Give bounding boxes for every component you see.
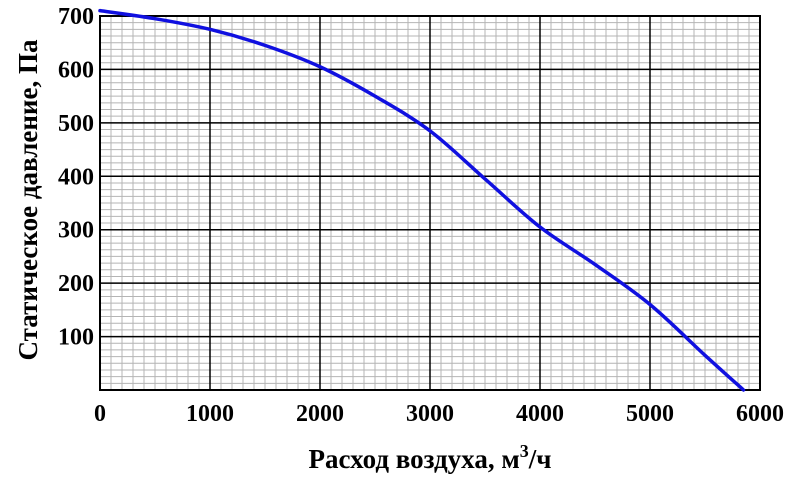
x-axis-title: Расход воздуха, м3/ч bbox=[309, 441, 552, 474]
x-tick-label: 3000 bbox=[406, 401, 454, 427]
y-tick-label: 100 bbox=[58, 325, 94, 351]
x-tick-label: 0 bbox=[94, 401, 106, 427]
x-tick-label: 5000 bbox=[626, 401, 674, 427]
y-tick-label: 400 bbox=[58, 164, 94, 190]
y-tick-label: 200 bbox=[58, 271, 94, 297]
y-tick-label: 500 bbox=[58, 111, 94, 137]
x-tick-label: 4000 bbox=[516, 401, 564, 427]
y-tick-labels: 100 200 300 400 500 600 700 bbox=[58, 4, 94, 351]
y-tick-label: 700 bbox=[58, 4, 94, 30]
y-axis-title: Статическое давление, Па bbox=[13, 39, 43, 360]
y-tick-label: 300 bbox=[58, 218, 94, 244]
x-tick-labels: 0 1000 2000 3000 4000 5000 6000 bbox=[94, 401, 784, 427]
y-tick-label: 600 bbox=[58, 57, 94, 83]
x-tick-label: 1000 bbox=[186, 401, 234, 427]
series-line bbox=[98, 8, 746, 392]
x-tick-label: 2000 bbox=[296, 401, 344, 427]
x-tick-label: 6000 bbox=[736, 401, 784, 427]
plot-frame bbox=[99, 15, 761, 391]
